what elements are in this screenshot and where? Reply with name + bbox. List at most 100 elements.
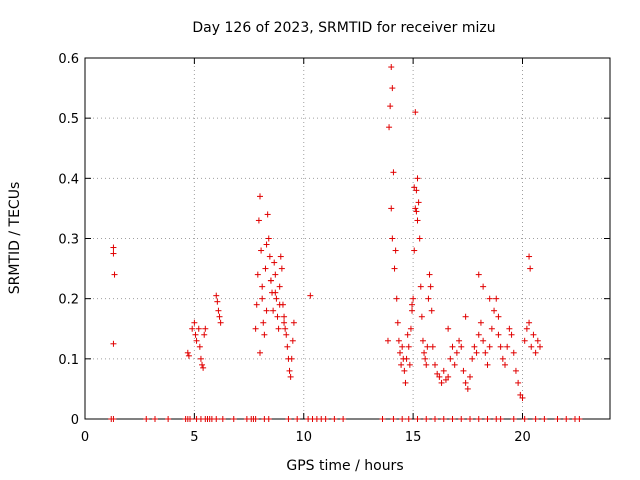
data-point	[260, 319, 267, 326]
data-point	[284, 343, 291, 350]
data-point	[405, 343, 412, 350]
data-point	[484, 361, 491, 368]
y-tick-label: 0	[71, 413, 79, 428]
y-axis: 0 0.1 0.2 0.3 0.4 0.5 0.6	[58, 52, 610, 428]
data-point	[271, 259, 278, 266]
data-point	[152, 416, 158, 422]
data-point	[405, 416, 412, 422]
x-tick-label: 5	[190, 430, 198, 445]
data-point	[502, 361, 508, 368]
data-point	[413, 208, 420, 215]
data-point	[274, 313, 281, 320]
data-point	[110, 416, 117, 422]
data-point	[475, 331, 482, 338]
data-point	[510, 416, 517, 422]
data-point	[415, 199, 422, 206]
data-point	[191, 319, 198, 326]
data-point	[266, 253, 273, 260]
data-point	[287, 373, 294, 380]
y-tick-label: 0.5	[58, 112, 79, 127]
data-point	[110, 244, 117, 251]
data-point	[528, 343, 535, 350]
data-point	[414, 217, 421, 224]
data-point	[440, 367, 447, 374]
data-point	[263, 241, 270, 248]
data-point	[399, 416, 406, 422]
data-point	[486, 343, 493, 350]
data-point	[497, 416, 504, 422]
data-point	[432, 361, 438, 368]
data-point	[272, 289, 279, 296]
plot-frame	[84, 57, 611, 420]
data-point	[424, 343, 431, 350]
y-tick-label: 0.2	[58, 293, 79, 308]
data-point	[462, 379, 469, 386]
data-point	[508, 331, 515, 338]
data-point	[428, 307, 435, 314]
data-point	[402, 379, 409, 386]
data-point	[273, 295, 280, 302]
data-point	[272, 271, 279, 278]
data-point	[259, 295, 266, 302]
data-point	[340, 416, 347, 422]
data-point	[409, 307, 416, 314]
data-point	[576, 416, 583, 422]
data-point	[196, 343, 203, 350]
data-point	[394, 319, 401, 326]
data-point	[390, 416, 397, 422]
data-point	[214, 298, 221, 305]
data-point	[265, 416, 272, 422]
x-axis-label: GPS time / hours	[286, 458, 403, 474]
data-point	[491, 307, 498, 314]
data-point	[283, 331, 290, 338]
data-point	[278, 265, 285, 272]
data-point	[473, 349, 480, 356]
data-point	[467, 373, 473, 380]
x-tick-label: 10	[295, 430, 312, 445]
data-point	[289, 337, 296, 344]
data-point	[510, 349, 517, 356]
data-point	[449, 343, 456, 350]
data-point	[425, 295, 432, 302]
data-point	[276, 283, 283, 290]
data-point	[530, 331, 537, 338]
data-point	[281, 313, 288, 320]
data-point	[254, 271, 261, 278]
data-point	[429, 343, 436, 350]
data-point	[480, 337, 487, 344]
data-point	[199, 361, 206, 368]
data-point	[282, 325, 289, 332]
data-point	[449, 416, 456, 422]
data-point	[499, 355, 506, 362]
data-point	[195, 325, 202, 332]
data-point	[388, 205, 395, 212]
data-point	[453, 349, 460, 356]
data-point	[398, 361, 405, 368]
data-point	[288, 355, 295, 362]
data-point	[201, 331, 208, 338]
data-point	[262, 265, 269, 272]
x-tick-label: 15	[405, 430, 422, 445]
data-point	[438, 379, 445, 386]
y-tick-label: 0.3	[58, 233, 79, 248]
data-point	[294, 416, 301, 422]
data-point	[497, 343, 504, 350]
data-point	[458, 416, 465, 422]
data-point	[445, 373, 452, 380]
data-point	[416, 235, 423, 242]
data-point	[407, 325, 414, 332]
data-point	[422, 355, 429, 362]
data-points	[108, 64, 583, 422]
data-point	[486, 295, 493, 302]
data-point	[495, 331, 502, 338]
data-point	[462, 313, 469, 320]
data-point	[281, 319, 288, 326]
data-point	[475, 271, 482, 278]
data-point	[413, 187, 420, 194]
data-point	[419, 337, 426, 344]
data-point	[519, 394, 526, 401]
data-point	[488, 325, 495, 332]
data-point	[440, 416, 447, 422]
data-point	[475, 416, 482, 422]
data-point	[265, 235, 272, 242]
